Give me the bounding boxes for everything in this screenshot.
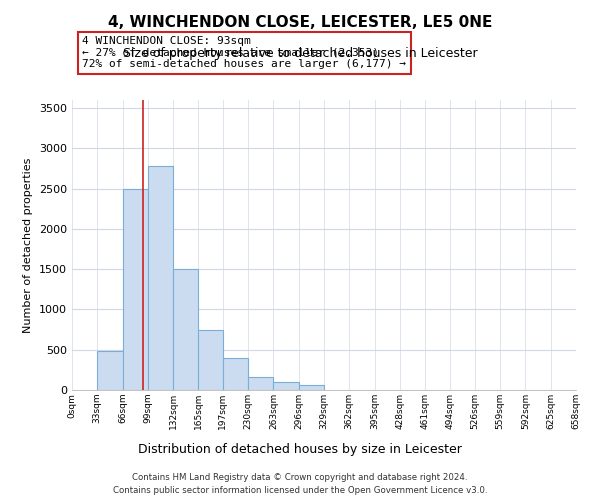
Text: Contains public sector information licensed under the Open Government Licence v3: Contains public sector information licen…	[113, 486, 487, 495]
Bar	[299, 385, 324, 390]
Bar	[97, 352, 122, 390]
Text: Size of property relative to detached houses in Leicester: Size of property relative to detached ho…	[122, 48, 478, 60]
Bar	[248, 377, 274, 390]
Bar	[122, 188, 148, 390]
Text: 4 WINCHENDON CLOSE: 93sqm
← 27% of detached houses are smaller (2,353)
72% of se: 4 WINCHENDON CLOSE: 93sqm ← 27% of detac…	[82, 36, 406, 70]
Text: Contains HM Land Registry data © Crown copyright and database right 2024.: Contains HM Land Registry data © Crown c…	[132, 472, 468, 482]
Bar	[173, 269, 199, 390]
Text: Distribution of detached houses by size in Leicester: Distribution of detached houses by size …	[138, 442, 462, 456]
Bar	[199, 330, 223, 390]
Bar	[274, 382, 299, 390]
Bar	[223, 358, 248, 390]
Y-axis label: Number of detached properties: Number of detached properties	[23, 158, 34, 332]
Bar	[148, 166, 173, 390]
Text: 4, WINCHENDON CLOSE, LEICESTER, LE5 0NE: 4, WINCHENDON CLOSE, LEICESTER, LE5 0NE	[108, 15, 492, 30]
